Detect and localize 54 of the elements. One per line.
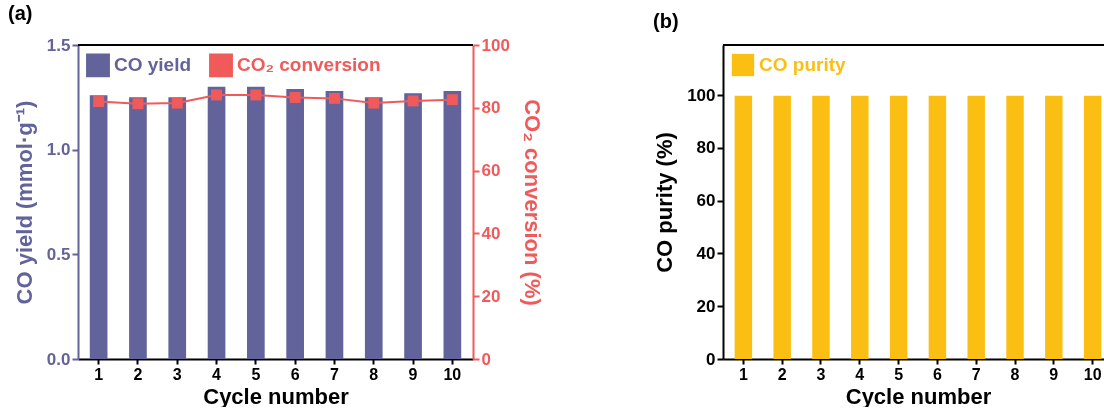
legend-label: CO purity (759, 54, 846, 75)
point (407, 95, 419, 107)
point (446, 94, 458, 106)
y-tick-label: 40 (696, 243, 716, 263)
y2-tick-label: 60 (481, 161, 501, 181)
point (171, 97, 183, 109)
x-tick-label: 7 (971, 365, 981, 383)
x-tick-label: 2 (133, 365, 143, 383)
y2-axis-title: CO₂ conversion (%) (519, 99, 545, 306)
x-tick-label: 4 (855, 365, 865, 383)
y2-tick-label: 20 (481, 286, 501, 306)
x-tick-label: 7 (330, 365, 339, 383)
point (328, 92, 340, 104)
x-tick-label: 5 (894, 365, 904, 383)
x-tick-label: 1 (94, 365, 104, 383)
y2-tick-label: 40 (481, 223, 501, 243)
y-tick-label: 60 (696, 191, 716, 211)
y-tick-label: 100 (687, 85, 716, 105)
x-tick-label: 8 (1010, 365, 1020, 383)
x-tick-label: 1 (738, 365, 748, 383)
y-tick-label: 1.0 (46, 140, 71, 160)
point (250, 89, 262, 101)
y-tick-label: 0 (706, 349, 716, 369)
point (289, 91, 301, 103)
y2-tick-label: 100 (481, 35, 510, 55)
x-tick-label: 2 (777, 365, 787, 383)
x-tick-label: 3 (172, 365, 182, 383)
x-tick-label: 6 (932, 365, 942, 383)
x-tick-label: 10 (1083, 365, 1102, 383)
y-tick-label: 0.0 (46, 349, 71, 369)
x-tick-label: 9 (1049, 365, 1059, 383)
legend-label: CO₂ conversion (237, 54, 381, 76)
y-axis-title: CO yield (mmol·g⁻¹) (11, 100, 37, 305)
x-tick-label: 8 (369, 365, 379, 383)
x-tick-label: 6 (290, 365, 300, 383)
point (368, 97, 380, 109)
chart-title: (a) (8, 2, 33, 24)
legend-label: CO yield (114, 54, 192, 76)
y-axis-title: CO purity (%) (652, 132, 678, 273)
point (132, 98, 144, 110)
chart-title: (b) (653, 10, 679, 32)
y-tick-label: 20 (696, 296, 716, 316)
x-tick-label: 10 (443, 365, 462, 383)
y-tick-label: 1.5 (46, 35, 71, 55)
y2-tick-label: 80 (481, 98, 501, 118)
x-tick-label: 5 (251, 365, 261, 383)
point (211, 89, 223, 101)
point (93, 96, 105, 107)
x-tick-label: 9 (408, 365, 418, 383)
y-tick-label: 80 (696, 138, 716, 158)
y2-tick-label: 0 (481, 349, 491, 369)
x-tick-label: 3 (816, 365, 826, 383)
y-tick-label: 0.5 (46, 244, 71, 264)
x-tick-label: 4 (212, 365, 222, 383)
